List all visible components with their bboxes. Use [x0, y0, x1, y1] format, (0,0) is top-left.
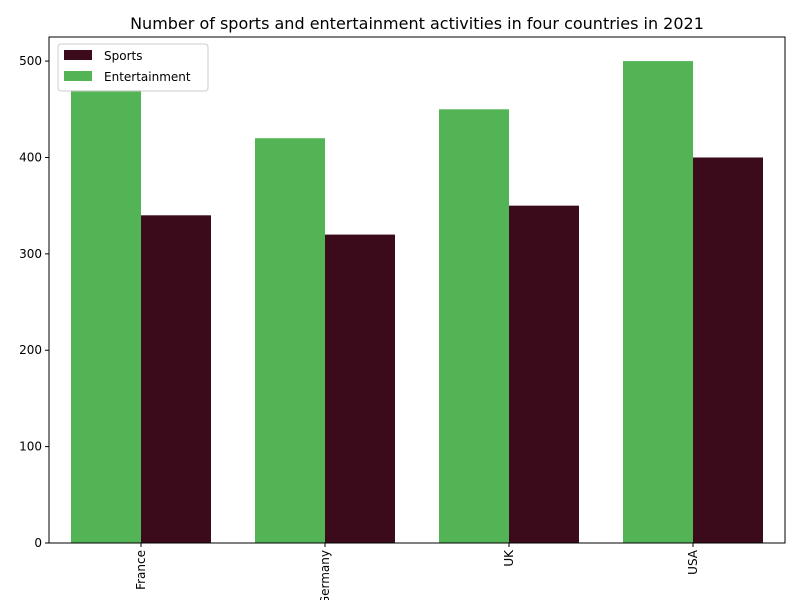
entertainment-bars [71, 61, 693, 544]
y-tick-label: 100 [19, 440, 42, 454]
bar-entertainment-france [71, 90, 141, 543]
x-tick-label: France [134, 550, 148, 590]
legend-box [57, 43, 209, 92]
bar-entertainment-germany [255, 138, 325, 543]
y-axis: 0 100 200 300 400 500 [19, 54, 49, 550]
x-tick-label: UK [502, 549, 516, 567]
y-tick-label: 300 [19, 247, 42, 261]
bar-entertainment-usa [623, 61, 693, 543]
x-axis: France Germany UK USA [134, 543, 700, 600]
y-tick-label: 500 [19, 54, 42, 68]
bar-sports-germany [325, 234, 395, 544]
legend-swatch-sports [64, 50, 92, 60]
y-tick-label: 200 [19, 343, 42, 357]
sports-bars [141, 157, 763, 544]
y-tick-label: 400 [19, 150, 42, 164]
legend-label-sports: Sports [104, 49, 142, 63]
legend-label-entertainment: Entertainment [104, 70, 191, 84]
plot-frame [48, 36, 786, 544]
bar-entertainment-uk [439, 109, 509, 544]
bar-sports-usa [693, 157, 763, 543]
bar-sports-france [141, 215, 211, 544]
legend-swatch-entertainment [64, 71, 92, 81]
y-tick-label: 0 [34, 536, 42, 550]
bar-sports-uk [509, 205, 579, 543]
chart-title: Number of sports and entertainment activ… [130, 14, 704, 33]
x-tick-label: USA [686, 549, 700, 575]
x-tick-label: Germany [318, 550, 332, 600]
legend: Sports Entertainment [57, 43, 209, 92]
